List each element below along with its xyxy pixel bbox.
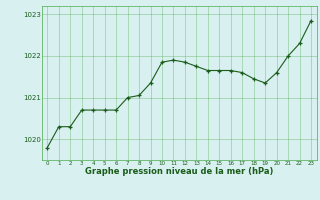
X-axis label: Graphe pression niveau de la mer (hPa): Graphe pression niveau de la mer (hPa)	[85, 167, 273, 176]
